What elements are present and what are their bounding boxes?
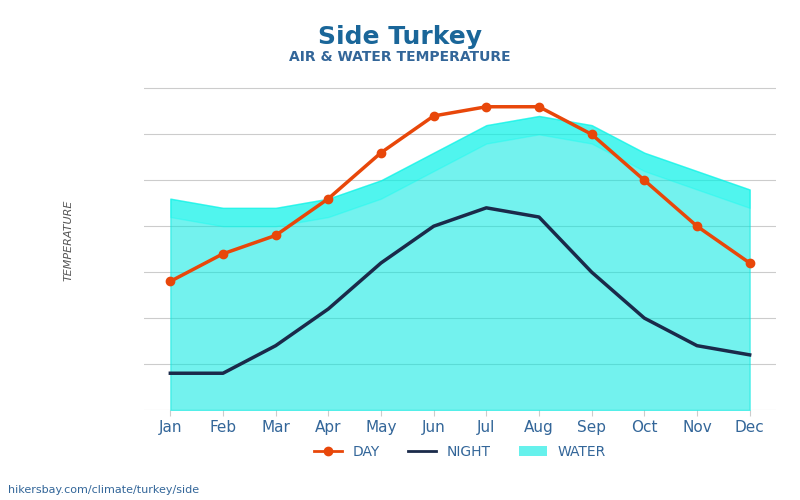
Text: AIR & WATER TEMPERATURE: AIR & WATER TEMPERATURE: [289, 50, 511, 64]
Legend: DAY, NIGHT, WATER: DAY, NIGHT, WATER: [309, 439, 611, 464]
Text: Side Turkey: Side Turkey: [318, 25, 482, 49]
Text: hikersbay.com/climate/turkey/side: hikersbay.com/climate/turkey/side: [8, 485, 199, 495]
Text: TEMPERATURE: TEMPERATURE: [63, 200, 73, 280]
